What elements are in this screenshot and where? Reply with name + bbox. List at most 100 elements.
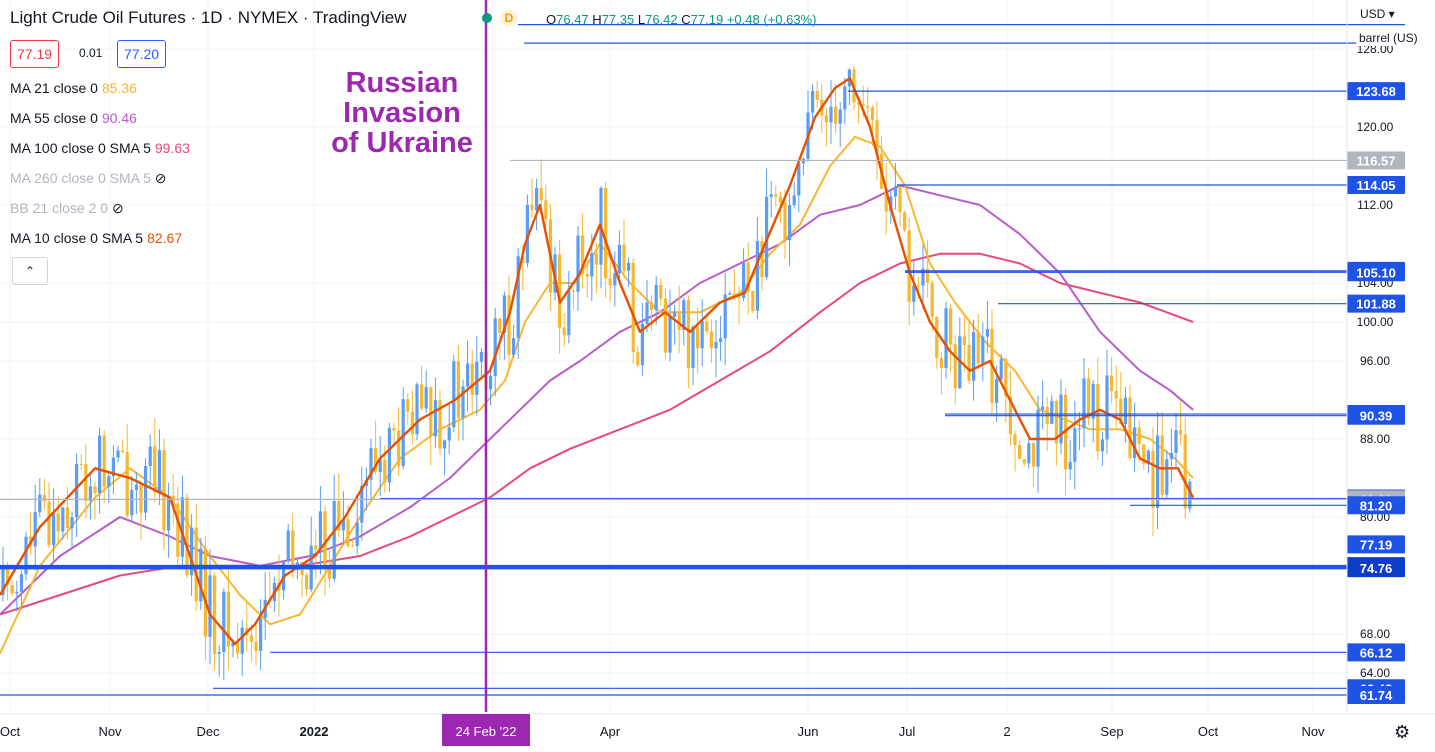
price-label: 66.12 [1360, 645, 1393, 660]
indicator-5[interactable]: MA 10 close 0 SMA 5 82.67 [10, 230, 182, 246]
candle-body [507, 295, 511, 355]
candle-body [953, 344, 957, 389]
candle-body [1146, 450, 1150, 464]
candle-body [1041, 406, 1045, 410]
indicator-0[interactable]: MA 21 close 0 85.36 [10, 80, 137, 96]
candle-body [111, 457, 115, 477]
candle-body [1151, 450, 1155, 508]
candle-body [981, 336, 985, 364]
candle-body [75, 464, 79, 518]
candle-body [581, 235, 585, 275]
candle-body [1119, 398, 1123, 425]
indicator-3[interactable]: MA 260 close 0 SMA 5 ⊘ [10, 170, 166, 187]
close-value: 77.19 [690, 12, 724, 27]
candle-body [374, 448, 378, 472]
candle-body [213, 575, 217, 655]
currency-selector[interactable]: USD ▾ [1360, 7, 1395, 21]
candle-body [700, 321, 704, 349]
candle-body [185, 497, 189, 576]
indicator-label: MA 100 close 0 SMA 5 [10, 140, 151, 156]
candle-body [801, 158, 805, 164]
candle-body [622, 244, 626, 271]
candle-body [1082, 378, 1086, 429]
collapse-legend-button[interactable]: ⌃ [12, 257, 48, 285]
candle-body [617, 244, 621, 274]
candle-body [654, 284, 658, 310]
indicator-label: MA 55 close 0 [10, 110, 98, 126]
candle-body [751, 291, 755, 311]
candle-body [15, 591, 19, 594]
candle-body [824, 115, 828, 123]
candle-body [291, 530, 295, 570]
price-label: 114.05 [1356, 178, 1395, 193]
candle-body [1022, 459, 1026, 464]
candle-body [1169, 452, 1173, 460]
candle-body [926, 268, 930, 283]
price-label-box [1347, 176, 1405, 195]
sell-price-button[interactable]: 77.19 [10, 40, 60, 68]
candle-body [875, 120, 879, 154]
candle-body [1165, 459, 1169, 495]
delayed-data-icon[interactable]: D [500, 9, 518, 27]
candle-body [167, 495, 171, 531]
open-value: 76.47 [556, 12, 589, 27]
candle-body [604, 187, 608, 279]
candle-body [1123, 397, 1127, 425]
indicator-2[interactable]: MA 100 close 0 SMA 5 99.63 [10, 140, 190, 156]
ma10-line [0, 77, 1195, 645]
price-label: 90.39 [1360, 409, 1393, 424]
candle-body [318, 511, 322, 550]
candle-body [650, 302, 654, 310]
candle-body [489, 375, 493, 390]
candle-body [516, 256, 520, 339]
ma21-line [0, 135, 1194, 654]
candle-body [24, 536, 28, 575]
candle-body [121, 450, 125, 452]
candle-body [286, 530, 290, 562]
candle-body [130, 489, 134, 516]
candle-body [70, 517, 74, 529]
indicator-1[interactable]: MA 55 close 0 90.46 [10, 110, 137, 126]
price-label-box [1347, 535, 1405, 554]
candle-body [1160, 435, 1164, 495]
price-label: 116.57 [1356, 153, 1395, 168]
event-annotation: Russian Invasion of Ukraine [331, 67, 473, 159]
candle-body [355, 522, 359, 547]
candle-body [332, 501, 336, 579]
x-tick-label: Oct [0, 724, 20, 739]
gear-icon[interactable]: ⚙ [1394, 722, 1411, 742]
candle-body [1, 566, 5, 595]
candle-body [107, 476, 111, 487]
candle-body [222, 591, 226, 653]
indicator-4[interactable]: BB 21 close 2 0 ⊘ [10, 200, 124, 217]
buy-price-button[interactable]: 77.20 [117, 40, 167, 68]
event-date-box [442, 714, 530, 746]
candle-body [673, 311, 677, 317]
candle-body [254, 641, 258, 651]
candle-body [401, 399, 405, 467]
symbol-title[interactable]: Light Crude Oil Futures · 1D · NYMEX · T… [10, 8, 407, 27]
candle-body [976, 332, 980, 364]
x-tick-label: Nov [98, 724, 122, 739]
candle-body [337, 501, 341, 531]
candle-body [995, 379, 999, 404]
change-value: +0.48 (+0.63%) [726, 12, 817, 27]
candle-body [544, 200, 548, 220]
high-value: 77.35 [601, 12, 635, 27]
candle-body [746, 262, 750, 292]
indicator-value: 85.36 [101, 80, 137, 96]
candle-body [410, 411, 414, 435]
candle-body [696, 326, 700, 349]
candle-body [162, 450, 166, 531]
candle-body [475, 361, 479, 395]
candle-body [378, 459, 382, 472]
candle-body [479, 351, 483, 362]
candle-body [1114, 391, 1118, 399]
candle-body [387, 428, 391, 483]
candle-body [585, 274, 589, 277]
candle-body [1087, 378, 1091, 419]
unit-label: barrel (US) [1356, 30, 1421, 46]
candle-body [765, 196, 769, 278]
candle-body [456, 361, 460, 418]
